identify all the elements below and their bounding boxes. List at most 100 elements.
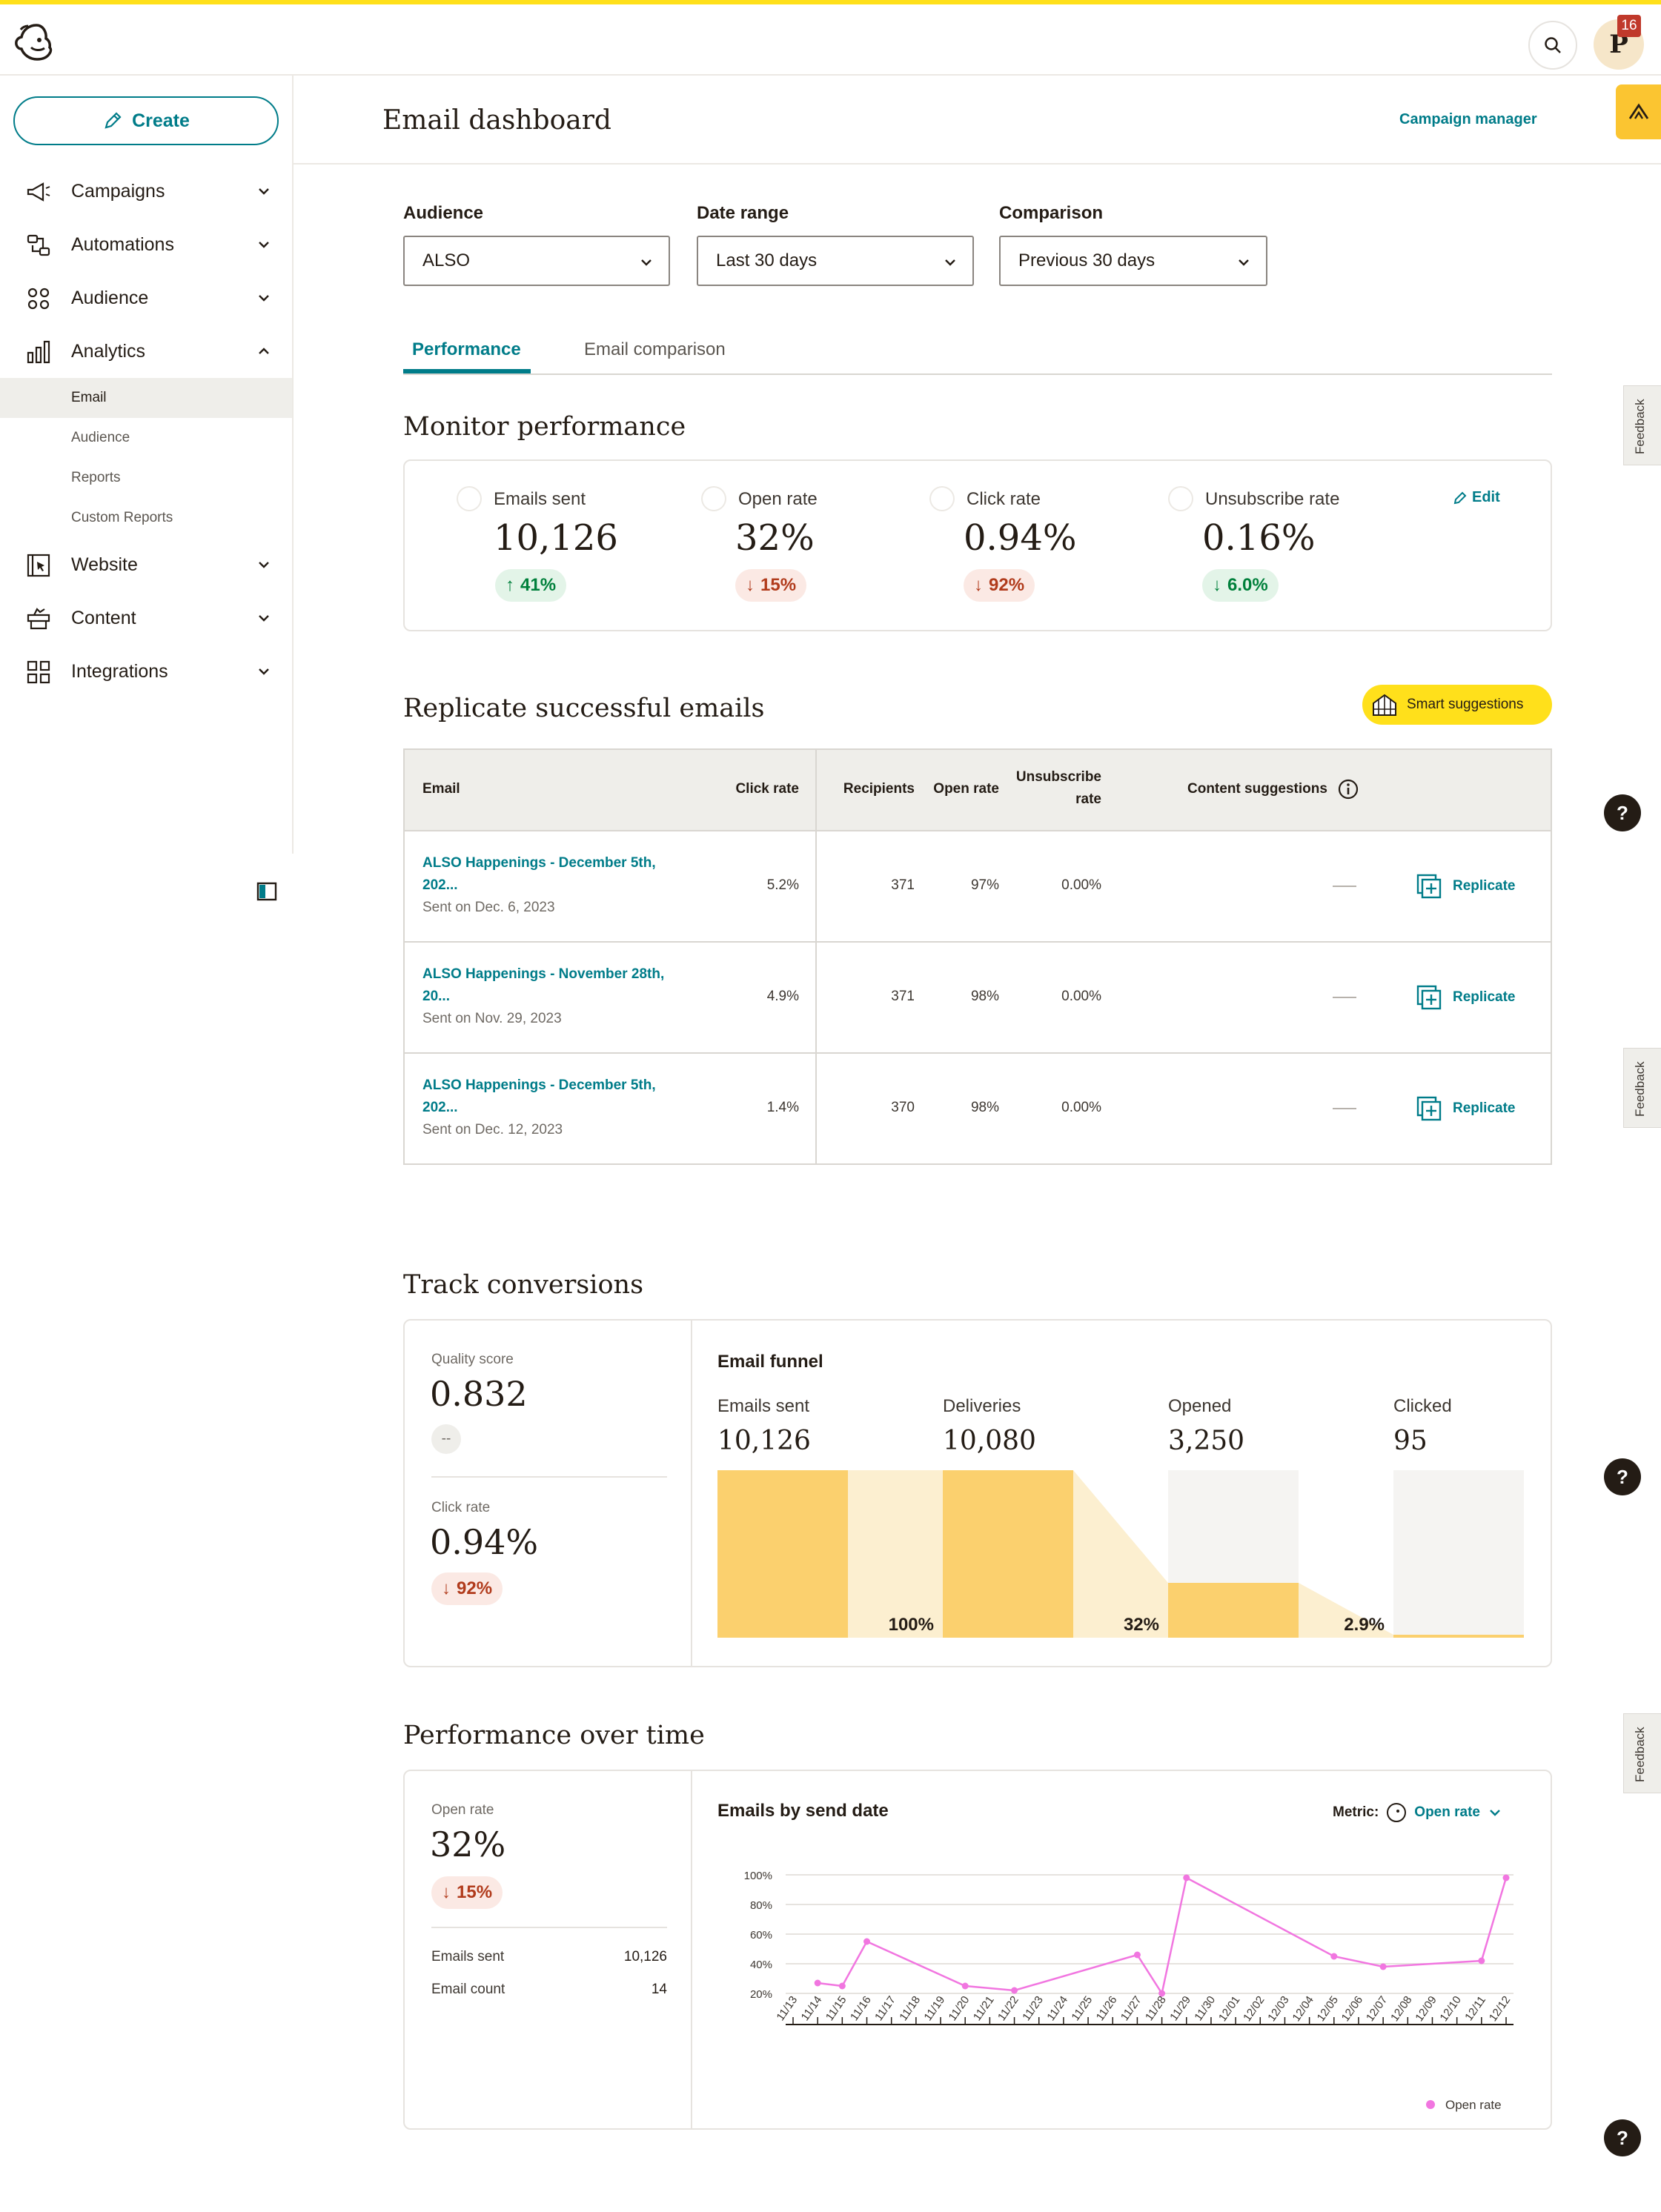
sidebar-item-campaigns[interactable]: Campaigns [0, 167, 292, 215]
table-header: Email Click rate Recipients Open rate Un… [405, 750, 1551, 831]
pencil-icon [1453, 491, 1467, 504]
open-rate-change-badge: ↓ 15% [431, 1876, 503, 1909]
arrow-down-icon: ↓ [442, 1882, 451, 1902]
edit-label: Edit [1472, 489, 1500, 505]
x-tick-label: 12/01 [1216, 1994, 1242, 2025]
chevron-down-icon [641, 259, 652, 266]
chevron-down-icon [1239, 259, 1249, 266]
sidebar-subitem-custom-reports[interactable]: Custom Reports [0, 498, 292, 538]
stat-label: Open rate [738, 489, 818, 509]
cell-open-rate: 98% [970, 1100, 999, 1115]
email-funnel-chart: 100% 32% 2.9% [717, 1470, 1524, 1638]
chevron-up-icon [259, 348, 269, 354]
replicate-button[interactable]: Replicate [1416, 984, 1515, 1011]
performance-over-time-heading: Performance over time [403, 1721, 705, 1750]
replicate-button[interactable]: Replicate [1416, 1095, 1515, 1122]
sidebar-subitem-reports[interactable]: Reports [0, 458, 292, 498]
email-sent-date: Sent on Nov. 29, 2023 [422, 1011, 562, 1026]
x-tick-label: 11/13 [774, 1994, 800, 2024]
y-tick-label: 80% [750, 1899, 772, 1912]
date-range-select[interactable]: Last 30 days [697, 236, 974, 286]
column-header-open-rate[interactable]: Open rate [933, 781, 999, 797]
replicate-icon [1416, 1096, 1442, 1121]
feedback-tab[interactable]: Feedback [1623, 1713, 1661, 1793]
search-button[interactable] [1528, 21, 1577, 70]
cell-unsubscribe-rate: 0.00% [1061, 877, 1101, 893]
email-name-link[interactable]: ALSO Happenings - November 28th, 20... [422, 963, 689, 1008]
info-icon[interactable] [1337, 778, 1359, 800]
data-point [1379, 1963, 1387, 1970]
mailchimp-logo-icon[interactable] [13, 21, 59, 67]
feedback-tab[interactable]: Feedback [1623, 1048, 1661, 1128]
stat-change-badge: ↓ 92% [964, 569, 1035, 602]
data-point [1330, 1953, 1338, 1960]
funnel-stage-clicked: Clicked 95 [1393, 1396, 1452, 1456]
sidebar-item-website[interactable]: Website [0, 541, 292, 588]
x-tick-label: 12/06 [1339, 1994, 1365, 2025]
sidebar-item-integrations[interactable]: Integrations [0, 648, 292, 695]
email-count-value: 14 [651, 1982, 667, 1997]
stat-value: 0.94% [964, 517, 1077, 559]
help-button[interactable]: ? [1604, 794, 1641, 831]
email-name-link[interactable]: ALSO Happenings - December 5th, 202... [422, 852, 689, 897]
edit-stats-link[interactable]: Edit [1453, 489, 1500, 506]
help-button[interactable]: ? [1604, 1458, 1641, 1495]
sidebar-item-content[interactable]: Content [0, 594, 292, 642]
column-header-email[interactable]: Email [422, 781, 460, 797]
click-rate-label: Click rate [431, 1500, 491, 1515]
x-tick-label: 11/26 [1094, 1994, 1120, 2024]
comparison-select[interactable]: Previous 30 days [999, 236, 1267, 286]
column-header-click-rate[interactable]: Click rate [735, 781, 799, 797]
column-header-recipients[interactable]: Recipients [843, 781, 915, 797]
sidebar-item-audience[interactable]: Audience [0, 274, 292, 322]
tab-performance[interactable]: Performance [412, 339, 521, 359]
x-tick-label: 11/17 [872, 1994, 898, 2024]
campaign-manager-link[interactable]: Campaign manager [1399, 111, 1537, 127]
sidebar-subitem-email[interactable]: Email [0, 378, 292, 418]
automation-icon [27, 234, 50, 256]
sidebar-item-label: Audience [71, 287, 149, 308]
audience-select[interactable]: ALSO [403, 236, 670, 286]
cell-unsubscribe-rate: 0.00% [1061, 989, 1101, 1004]
arrow-down-icon: ↓ [442, 1578, 451, 1598]
help-button[interactable]: ? [1604, 2119, 1641, 2156]
sidebar-item-label: Campaigns [71, 180, 165, 202]
cell-click-rate: 5.2% [766, 877, 799, 893]
sidebar-subitem-audience[interactable]: Audience [0, 418, 292, 458]
x-tick-label: 11/24 [1044, 1994, 1070, 2024]
divider [431, 1476, 667, 1478]
collapse-sidebar-icon[interactable] [256, 882, 277, 901]
x-tick-label: 12/04 [1290, 1994, 1316, 2025]
tab-email-comparison[interactable]: Email comparison [584, 339, 726, 359]
stat-label: Click rate [967, 489, 1041, 509]
cell-click-rate: 4.9% [766, 989, 799, 1004]
stat-value: 10,126 [494, 517, 618, 559]
smart-suggestions-button[interactable]: Smart suggestions [1362, 685, 1552, 725]
stat-label: Unsubscribe rate [1205, 489, 1340, 509]
funnel-stage-value: 10,080 [943, 1426, 1036, 1456]
metric-selector[interactable]: Metric: Open rate [1333, 1802, 1502, 1823]
series-line-open-rate [818, 1876, 1508, 1996]
feedback-tab[interactable]: Feedback [1623, 385, 1661, 465]
funnel-stage-opened: Opened 3,250 [1168, 1396, 1244, 1456]
funnel-pct-label: 100% [889, 1615, 934, 1635]
email-name-link[interactable]: ALSO Happenings - December 5th, 202... [422, 1075, 689, 1119]
funnel-bar-clicked [1393, 1635, 1524, 1638]
stat-label: Emails sent [494, 489, 586, 509]
x-tick-label: 12/08 [1388, 1994, 1414, 2025]
funnel-pct-label: 2.9% [1344, 1615, 1385, 1635]
funnel-bar-deliveries [943, 1470, 1073, 1638]
funnel-pct-label: 32% [1124, 1615, 1159, 1635]
sidebar-item-analytics[interactable]: Analytics [0, 328, 292, 375]
x-tick-label: 11/20 [946, 1994, 972, 2024]
x-tick-label: 11/28 [1143, 1994, 1169, 2024]
replicate-button[interactable]: Replicate [1416, 873, 1515, 900]
integrations-grid-icon [27, 660, 50, 684]
side-panel-tab[interactable] [1616, 84, 1661, 139]
sidebar-item-automations[interactable]: Automations [0, 221, 292, 268]
column-header-unsubscribe-rate[interactable]: Unsubscribe rate [1012, 769, 1101, 808]
table-row: ALSO Happenings - December 5th, 202... Se… [405, 1054, 1551, 1163]
x-tick-label: 11/25 [1070, 1994, 1095, 2024]
create-button[interactable]: Create [13, 96, 279, 145]
email-sent-date: Sent on Dec. 12, 2023 [422, 1122, 563, 1137]
